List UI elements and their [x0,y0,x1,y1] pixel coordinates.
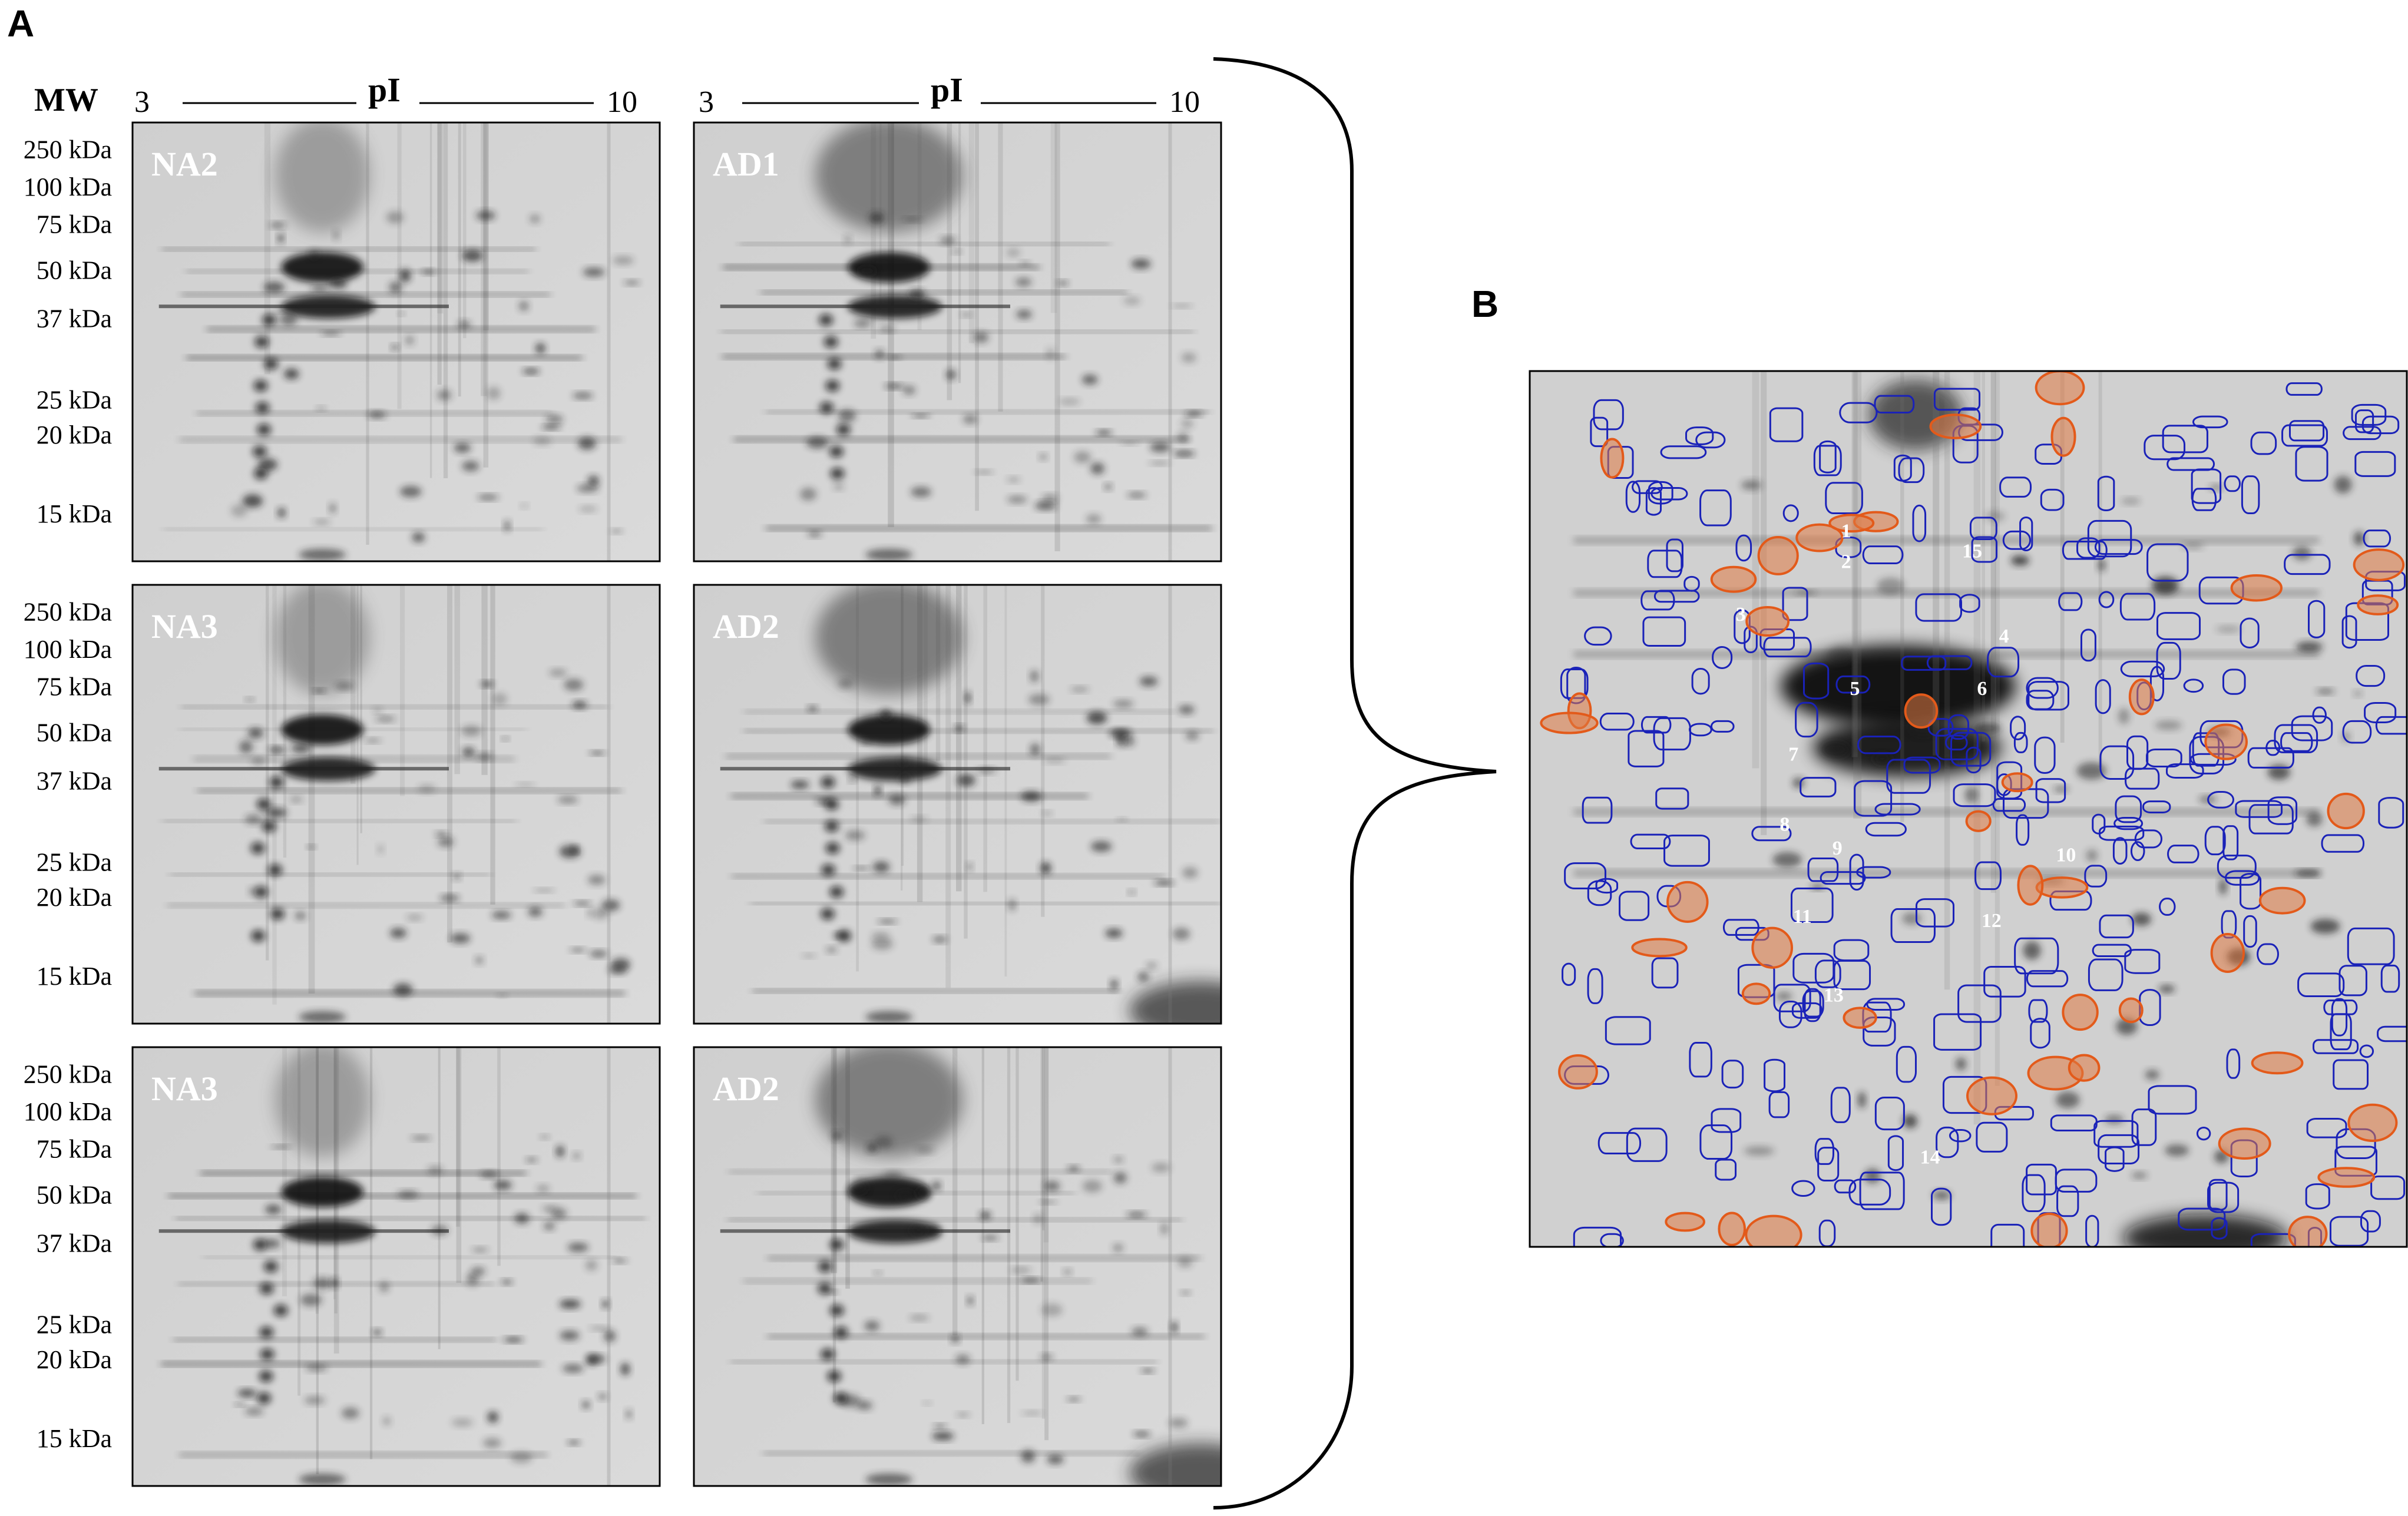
spot-number: 9 [1833,838,1843,859]
mw-tick-label: 250 kDa [24,1060,112,1089]
panel-b-letter: B [1471,283,1499,325]
mw-tick-label: 20 kDa [37,1345,112,1374]
gel-sample-label: NA3 [151,1070,218,1108]
gel-image: NA3 [131,584,661,1025]
mw-tick-label: 25 kDa [37,385,112,414]
spot-number: 7 [1788,744,1798,766]
mw-tick-label: 20 kDa [37,883,112,912]
spot-number: 2 [1841,551,1851,573]
gel-image: AD2 [693,584,1222,1025]
gel-sample-label: AD2 [713,607,779,646]
spot-number: 14 [1920,1147,1940,1169]
mw-tick-label: 100 kDa [24,635,112,664]
gel-sample-label: NA3 [151,607,218,646]
mw-header: MW [34,82,98,118]
pi-end-right: 10 [1169,85,1200,119]
pi-scale-left: 3 pI 10 [134,71,637,119]
gel-sample-label: AD2 [713,1070,779,1108]
spot-number: 3 [1736,604,1746,625]
spot-number: 5 [1850,678,1860,700]
spot-number: 6 [1977,678,1987,700]
mw-tick-label: 50 kDa [37,256,112,285]
gel-sample-label: AD1 [713,145,779,183]
detected-spot-outlines [1560,382,2407,1247]
mw-tick-label: 37 kDa [37,767,112,796]
mw-tick-label: 37 kDa [37,1229,112,1258]
gel-image: NA3 [131,1046,661,1487]
mw-tick-label: 50 kDa [37,1181,112,1210]
spot-number: 13 [1824,985,1844,1007]
differential-spot-highlights [1540,371,2405,1247]
spot-number: 8 [1779,814,1790,836]
pi-start-left: 3 [134,85,150,119]
pi-label-right: pI [931,71,963,109]
spot-number: 11 [1793,906,1812,928]
spot-number: 12 [1982,910,2002,932]
mw-ticks-row-1: 250 kDa 100 kDa 75 kDa 50 kDa 37 kDa 25 kDa 20… [24,135,112,528]
mw-tick-label: 15 kDa [37,962,112,991]
mw-tick-label: 100 kDa [24,173,112,201]
mw-tick-label: 250 kDa [24,598,112,627]
grouping-brace [1213,57,1497,1510]
mw-tick-label: 75 kDa [37,1134,112,1163]
pi-scale-right: 3 pI 10 [699,71,1200,119]
gel-sample-label: NA2 [151,145,218,183]
mw-tick-label: 75 kDa [37,672,112,701]
mw-tick-label: 25 kDa [37,1310,112,1339]
mw-tick-label: 15 kDa [37,1424,112,1453]
gel-image: AD1 [693,121,1222,562]
pi-label-left: pI [368,71,401,109]
gel-image: AD2 [693,1046,1222,1487]
spot-number: 10 [2056,845,2076,866]
mw-tick-label: 100 kDa [24,1097,112,1126]
panel-a: A MW 3 pI 10 3 pI 10 250 kDa 100 kDa 75 kD… [7,2,1497,1510]
spot-number: 15 [1962,541,1982,562]
mw-ticks-row-2: 250 kDa 100 kDa 75 kDa 50 kDa 37 kDa 25 kDa 20… [24,598,112,991]
mw-ticks-row-3: 250 kDa 100 kDa 75 kDa 50 kDa 37 kDa 25 kDa 20… [24,1060,112,1453]
gel-image: NA2 [131,121,661,562]
mw-tick-label: 20 kDa [37,421,112,449]
mw-tick-label: 75 kDa [37,210,112,239]
pi-start-right: 3 [699,85,714,119]
mw-tick-label: 50 kDa [37,719,112,747]
spot-number: 4 [1999,625,2009,647]
mw-tick-label: 25 kDa [37,848,112,876]
pi-end-left: 10 [607,85,637,119]
mw-tick-label: 37 kDa [37,304,112,333]
spot-number: 1 [1841,521,1851,542]
panel-a-letter: A [7,2,34,45]
mw-tick-label: 15 kDa [37,499,112,528]
gel-grid: NA2 AD1 NA3 AD2 NA3 AD2 [131,121,1222,1487]
mw-tick-label: 250 kDa [24,135,112,164]
